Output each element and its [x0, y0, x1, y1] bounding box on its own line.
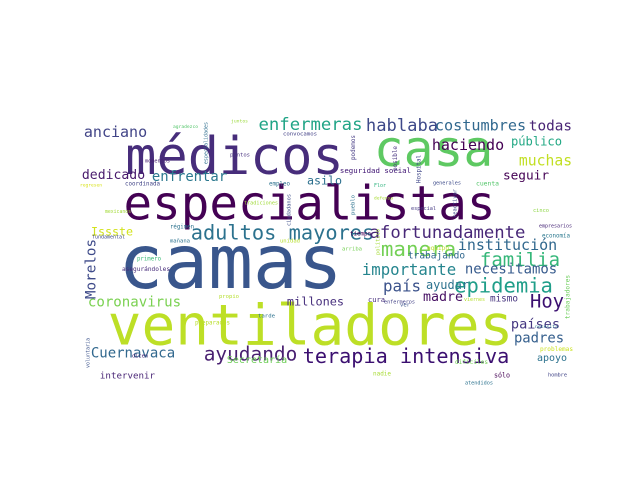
word-madre: madre — [423, 290, 463, 305]
word-camas: camas — [118, 219, 342, 306]
word-especial: especial — [411, 206, 436, 212]
word-ver: ver — [400, 303, 411, 309]
word-enfermeros: enfermeros — [384, 300, 415, 306]
word-unidad: unidad — [280, 239, 300, 245]
word-propio: propio — [219, 294, 239, 300]
word-arriba: arriba — [342, 247, 362, 253]
word-juntos: juntos — [231, 119, 248, 125]
word-trabajando: trabajando — [408, 251, 465, 262]
word-especialidades: especialidades — [204, 122, 210, 164]
word-ventiladores: ventiladores — [108, 294, 514, 359]
word-secretaria: Secretaría — [227, 354, 287, 366]
word-tarde: tarde — [258, 314, 276, 320]
word-haciendo: haciendo — [432, 136, 504, 154]
word-asegurandoles: asegurándoles — [122, 265, 170, 273]
word-mexicanos: mexicanos — [105, 209, 131, 215]
word-enfrentar: enfrentar — [152, 169, 227, 185]
word-hombre: hombre — [548, 373, 567, 379]
word-muchas: muchas — [519, 153, 572, 170]
word-hablaba: hablaba — [366, 116, 438, 136]
word-flor: Flor — [374, 183, 386, 189]
word-medicos: médicos — [125, 127, 343, 187]
word-trabajadores: trabajadores — [565, 275, 572, 319]
word-politico: político — [375, 229, 382, 255]
word-ayudando: ayudando — [204, 343, 298, 366]
word-coordinada: coordinada — [125, 182, 161, 188]
word-regimen: régimen — [170, 224, 194, 231]
word-problemas: problemas — [540, 346, 573, 353]
word-atendidos: atendidos — [465, 381, 493, 387]
word-puntos: puntos — [230, 153, 250, 159]
word-issste: Issste — [91, 225, 133, 239]
word-pais: país — [383, 277, 421, 296]
word-regresen: regresen — [80, 184, 102, 189]
word-seguridad-social: seguridad social — [340, 166, 411, 175]
word-cuernavaca: Cuernavaca — [91, 346, 175, 362]
word-manana: mañana — [170, 239, 190, 245]
word-seguir: seguir — [503, 169, 549, 184]
word-cinco: cinco — [533, 208, 549, 214]
word-cura: cura — [368, 295, 385, 304]
word-epidemia: epidemia — [454, 274, 553, 298]
word-adultos-mayores: adultos mayores — [191, 221, 375, 245]
word-millones: millones — [287, 295, 344, 309]
word-dedicado: dedicado — [82, 168, 145, 183]
word-tradiciones: tradiciones — [244, 201, 278, 207]
word-intervenir: intervenir — [100, 371, 156, 382]
word-ciudadanos: ciudadanos — [287, 194, 293, 226]
word-solo: sólo — [494, 372, 510, 380]
word-hospital: Hospital — [417, 155, 423, 183]
word-ayudar: ayudar — [426, 278, 469, 292]
word-primero: primero — [137, 257, 162, 263]
word-dificiles: difíciles — [455, 358, 488, 366]
word-afortunadamente: afortunadamente — [370, 223, 526, 243]
word-enfermeras: enfermeras — [259, 115, 363, 135]
word-reactivar: reactivar — [453, 188, 459, 218]
word-hoy: Hoy — [530, 291, 564, 313]
word-todas: todas — [529, 119, 572, 135]
word-necesitamos: necesitamos — [465, 262, 557, 278]
word-especialistas: especialistas — [124, 177, 496, 232]
word-importante: importante — [362, 260, 456, 279]
word-defensa: defensa — [374, 196, 393, 202]
word-terapia-intensiva: terapia intensiva — [303, 344, 510, 368]
word-anciano: anciano — [84, 123, 147, 141]
word-morelos: Morelos — [84, 239, 100, 299]
word-posible: posible — [392, 146, 399, 171]
word-empresarios: empresarios — [539, 224, 572, 230]
word-manera: manera — [381, 237, 456, 261]
word-nadie: nadie — [373, 371, 391, 378]
word-equipo: equipo — [427, 245, 449, 252]
word-podemos: podemos — [350, 135, 357, 160]
word-coronavirus: coronavirus — [88, 295, 181, 311]
word-empleo: empleo — [269, 182, 291, 188]
word-casa: casa — [374, 120, 494, 178]
word-asilo: asilo — [307, 174, 342, 188]
word-viernes: viernes — [464, 297, 485, 303]
word-dicen: dicen — [132, 354, 148, 360]
word-paises: países — [511, 317, 560, 333]
word-fundamental: fundamental — [92, 235, 125, 241]
word-pueblo: pueblo — [351, 195, 357, 215]
word-apoyo: apoyo — [537, 353, 567, 364]
word-generales: generales — [433, 181, 461, 187]
word-cuenta: cuenta — [476, 180, 499, 188]
word-institucion: institución — [458, 236, 557, 254]
word-necesita: necesita — [535, 324, 558, 330]
word-economia: economía — [542, 233, 571, 240]
word-mismo: mismo — [490, 294, 518, 305]
word-momentos: momentos — [145, 159, 170, 165]
word-familia: familia — [480, 249, 560, 271]
word-tiempo: tiempo — [350, 232, 372, 238]
word-preparados: preparados — [195, 321, 230, 327]
word-agradezco: agradezco — [173, 124, 198, 130]
word-padres: padres — [514, 331, 564, 347]
word-publico: público — [511, 135, 562, 149]
word-costumbres: costumbres — [435, 117, 526, 135]
word-voluntaria: voluntaria — [86, 338, 92, 368]
word-convocamos: convocamos — [283, 132, 317, 138]
